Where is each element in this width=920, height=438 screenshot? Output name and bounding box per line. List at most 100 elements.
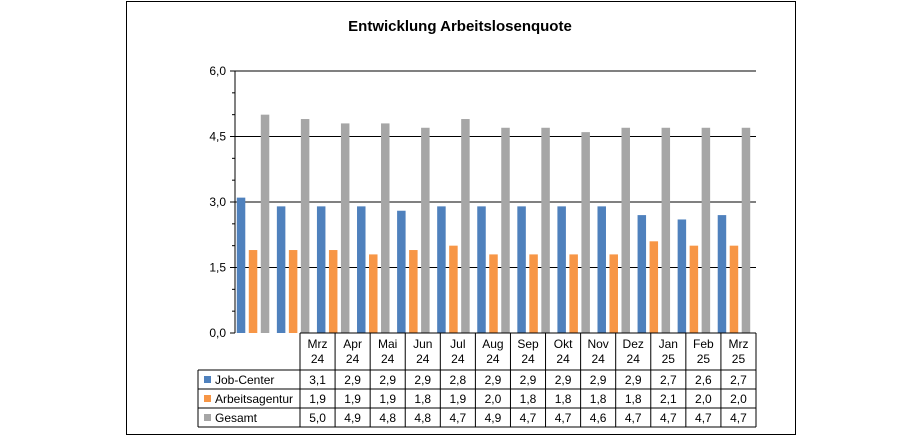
data-label: 2,7: [730, 373, 747, 387]
bar-arbeitsagentur: [609, 254, 618, 333]
data-label: 4,6: [590, 411, 607, 425]
data-label: 4,7: [520, 411, 537, 425]
bar-job-center: [236, 197, 246, 333]
data-label: 4,7: [660, 411, 677, 425]
data-label: 4,8: [379, 411, 396, 425]
bar-arbeitsagentur: [729, 245, 739, 333]
x-tick-label: Mrz: [728, 337, 748, 351]
data-label: 4,7: [730, 411, 747, 425]
x-tick-label: 25: [662, 352, 676, 366]
bar-job-center: [477, 206, 486, 333]
data-label: 2,6: [695, 373, 712, 387]
legend-key-gesamt: [204, 414, 211, 421]
bar-job-center: [517, 206, 526, 333]
chart-title: Entwicklung Arbeitslosenquote: [348, 18, 572, 35]
x-tick-label: Aug: [482, 337, 503, 351]
data-label: 2,0: [730, 392, 747, 406]
x-tick-label: 24: [451, 352, 465, 366]
bar-gesamt: [701, 127, 711, 334]
bar-gesamt: [741, 127, 751, 334]
x-tick-label: Nov: [587, 337, 608, 351]
x-tick-label: 25: [697, 352, 711, 366]
x-tick-label: 25: [732, 352, 746, 366]
bar-gesamt: [300, 119, 310, 334]
data-label: 1,8: [590, 392, 607, 406]
bar-arbeitsagentur: [649, 241, 659, 333]
x-tick-label: Jul: [450, 337, 465, 351]
x-tick-label: Jan: [659, 337, 678, 351]
y-tick-label: 1,5: [209, 261, 226, 275]
bar-arbeitsagentur: [409, 250, 418, 333]
legend-key-arbeitsagentur: [204, 395, 211, 402]
data-label: 1,8: [625, 392, 642, 406]
bar-job-center: [437, 206, 446, 333]
legend-label: Arbeitsagentur: [215, 392, 293, 406]
data-label: 2,9: [414, 373, 431, 387]
bar-arbeitsagentur: [689, 245, 699, 333]
bar-gesamt: [381, 123, 390, 334]
bar-job-center: [276, 206, 286, 333]
y-tick-label: 4,5: [209, 130, 226, 144]
bar-gesamt: [461, 119, 470, 334]
x-tick-label: Okt: [554, 337, 573, 351]
x-tick-label: 24: [591, 352, 605, 366]
data-label: 5,0: [309, 411, 326, 425]
x-tick-label: Feb: [693, 337, 714, 351]
x-tick-label: Sep: [517, 337, 539, 351]
x-tick-label: 24: [486, 352, 500, 366]
bar-gesamt: [621, 127, 630, 334]
x-tick-label: 24: [346, 352, 360, 366]
data-label: 1,9: [309, 392, 326, 406]
bar-job-center: [717, 215, 727, 333]
bar-job-center: [316, 206, 326, 333]
bar-arbeitsagentur: [369, 254, 378, 333]
bar-job-center: [557, 206, 566, 333]
bar-arbeitsagentur: [248, 250, 258, 333]
data-label: 4,7: [555, 411, 572, 425]
y-tick-label: 0,0: [209, 326, 226, 340]
data-label: 4,8: [414, 411, 431, 425]
data-label: 1,8: [414, 392, 431, 406]
bar-gesamt: [661, 127, 671, 334]
data-label: 2,9: [555, 373, 572, 387]
data-label: 2,0: [485, 392, 502, 406]
bar-arbeitsagentur: [529, 254, 538, 333]
bar-arbeitsagentur: [569, 254, 578, 333]
legend-label: Job-Center: [215, 373, 274, 387]
x-tick-label: 24: [381, 352, 395, 366]
data-label: 2,1: [660, 392, 677, 406]
data-label: 2,9: [590, 373, 607, 387]
bar-arbeitsagentur: [328, 250, 338, 333]
data-label: 2,9: [485, 373, 502, 387]
bar-gesamt: [421, 127, 430, 334]
bar-job-center: [677, 219, 687, 333]
y-tick-label: 3,0: [209, 195, 226, 209]
bar-job-center: [597, 206, 606, 333]
data-label: 1,8: [520, 392, 537, 406]
x-tick-label: 24: [311, 352, 325, 366]
data-label: 4,7: [450, 411, 467, 425]
x-tick-label: 24: [521, 352, 535, 366]
data-label: 4,9: [344, 411, 361, 425]
x-tick-label: 24: [556, 352, 570, 366]
bar-job-center: [397, 210, 406, 333]
x-tick-label: Mai: [378, 337, 397, 351]
y-tick-label: 6,0: [209, 64, 226, 78]
data-label: 2,8: [450, 373, 467, 387]
data-label: 4,9: [485, 411, 502, 425]
bar-gesamt: [260, 114, 270, 334]
data-label: 4,7: [625, 411, 642, 425]
data-label: 2,0: [695, 392, 712, 406]
bar-gesamt: [340, 123, 350, 334]
legend-key-job-center: [204, 376, 211, 383]
data-label: 1,9: [379, 392, 396, 406]
bar-gesamt: [501, 127, 510, 334]
data-label: 2,7: [660, 373, 677, 387]
x-tick-label: Jun: [413, 337, 432, 351]
bar-gesamt: [581, 132, 590, 333]
data-label: 2,9: [379, 373, 396, 387]
data-label: 2,9: [625, 373, 642, 387]
x-tick-label: 24: [627, 352, 641, 366]
bar-gesamt: [541, 127, 550, 334]
